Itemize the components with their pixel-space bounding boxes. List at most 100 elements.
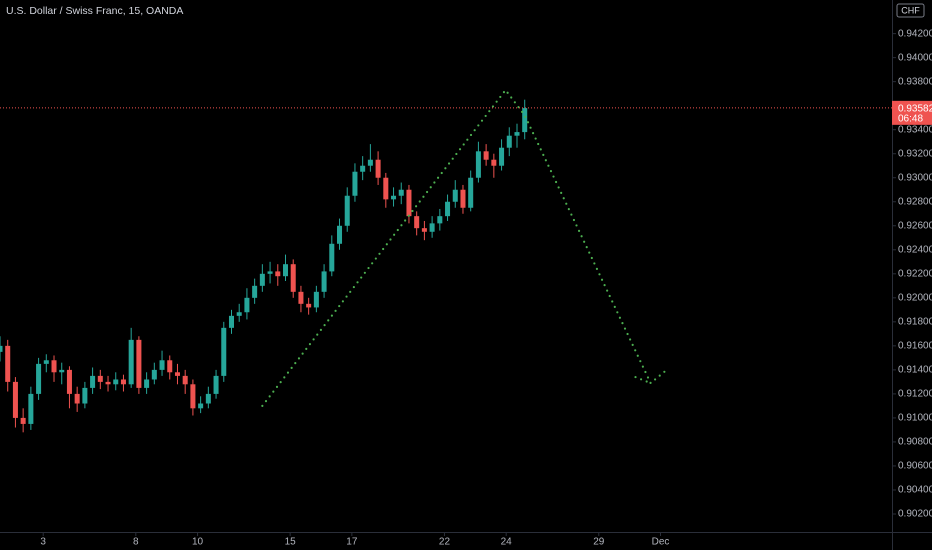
candle-body [36,363,42,394]
x-tick-label: 22 [439,537,451,548]
candle-body [429,223,435,232]
candle-body [205,393,211,404]
y-tick-label: 0.92400 [898,244,932,255]
candle-body [28,393,34,424]
y-tick-label: 0.91000 [898,413,932,424]
candle-body [313,291,319,308]
candle-body [259,273,265,286]
candle-body [136,339,142,388]
candle-body [522,108,528,133]
currency-label[interactable]: CHF [901,5,920,15]
candle-body [514,132,520,136]
candle-body [383,177,389,200]
candle-body [375,159,381,178]
candle-body [66,369,72,394]
candle-body [12,381,18,418]
candle-body [105,381,111,385]
y-tick-label: 0.93400 [898,124,932,135]
candle-body [282,264,289,277]
candle-body [344,195,350,226]
y-tick-label: 0.92200 [898,268,932,279]
candle-body [244,297,250,313]
candle-body [321,271,327,292]
x-tick-label: 3 [40,537,46,548]
y-tick-label: 0.90400 [898,485,932,496]
candle-body [151,369,157,380]
candle-body [128,339,134,385]
x-tick-label: 10 [192,537,204,548]
candle-body [406,189,412,217]
plot-area [0,88,668,433]
candle-body [306,303,312,308]
candle-body [252,285,258,298]
candle-body [391,195,397,200]
x-tick-label: 24 [501,537,513,548]
y-tick-label: 0.91200 [898,389,932,400]
y-tick-label: 0.92800 [898,196,932,207]
candle-body [20,417,26,424]
candle-body [228,315,234,328]
y-tick-label: 0.92000 [898,292,932,303]
y-tick-label: 0.92600 [898,220,932,231]
candle-body [275,271,281,277]
x-tick-label: 29 [593,537,605,548]
y-tick-label: 0.93000 [898,172,932,183]
candle-body [360,165,366,172]
candle-body [51,360,57,373]
x-tick-label: 8 [133,537,139,548]
candle-body [0,345,3,352]
candle-body [337,225,343,244]
candle-body [267,271,273,274]
candle-body [97,375,103,382]
candle-body [167,360,173,373]
y-tick-label: 0.90600 [898,461,932,472]
currency-box[interactable] [896,3,925,18]
candle-body [437,216,443,224]
candle-body [190,384,196,409]
y-tick-label: 0.90200 [898,509,932,520]
candle-body [329,243,335,272]
candle-body [43,360,49,364]
candle-body [221,327,227,376]
candle-body [236,312,242,316]
candle-body [59,369,65,373]
candle-body [398,189,404,196]
x-tick-label: Dec [652,537,670,548]
candle-body [213,375,219,394]
candle-body [367,159,373,166]
y-tick-label: 0.91400 [898,365,932,376]
y-tick-label: 0.91800 [898,316,932,327]
candle-body [421,228,427,232]
candle-body [414,216,420,229]
candle-body [491,159,497,166]
candle-body [460,189,466,208]
y-tick-label: 0.93200 [898,148,932,159]
y-tick-label: 0.93800 [898,76,932,87]
y-tick-label: 0.94000 [898,52,932,63]
candle-body [74,393,80,404]
candle-body [159,360,165,370]
candle-body [113,379,119,385]
symbol-title: U.S. Dollar / Swiss Franc, 15, OANDA [6,5,183,17]
candle-body [290,264,296,292]
candle-body [499,147,505,166]
candle-body [483,151,489,160]
candle-body [82,387,88,404]
candle-body [144,379,150,388]
candle-body [506,135,512,148]
candle-body [352,171,358,196]
last-price-box [892,100,932,125]
candle-body [445,201,451,217]
candle-body [174,372,180,376]
y-tick-label: 0.94200 [898,28,932,39]
candle-body [198,403,204,409]
candle-body [475,151,481,178]
last-price-label: 0.93582 [898,103,932,114]
x-tick-label: 15 [285,537,297,548]
x-tick-label: 17 [346,537,358,548]
y-tick-label: 0.91600 [898,341,932,352]
candle-body [452,189,458,202]
candle-body [90,375,96,388]
